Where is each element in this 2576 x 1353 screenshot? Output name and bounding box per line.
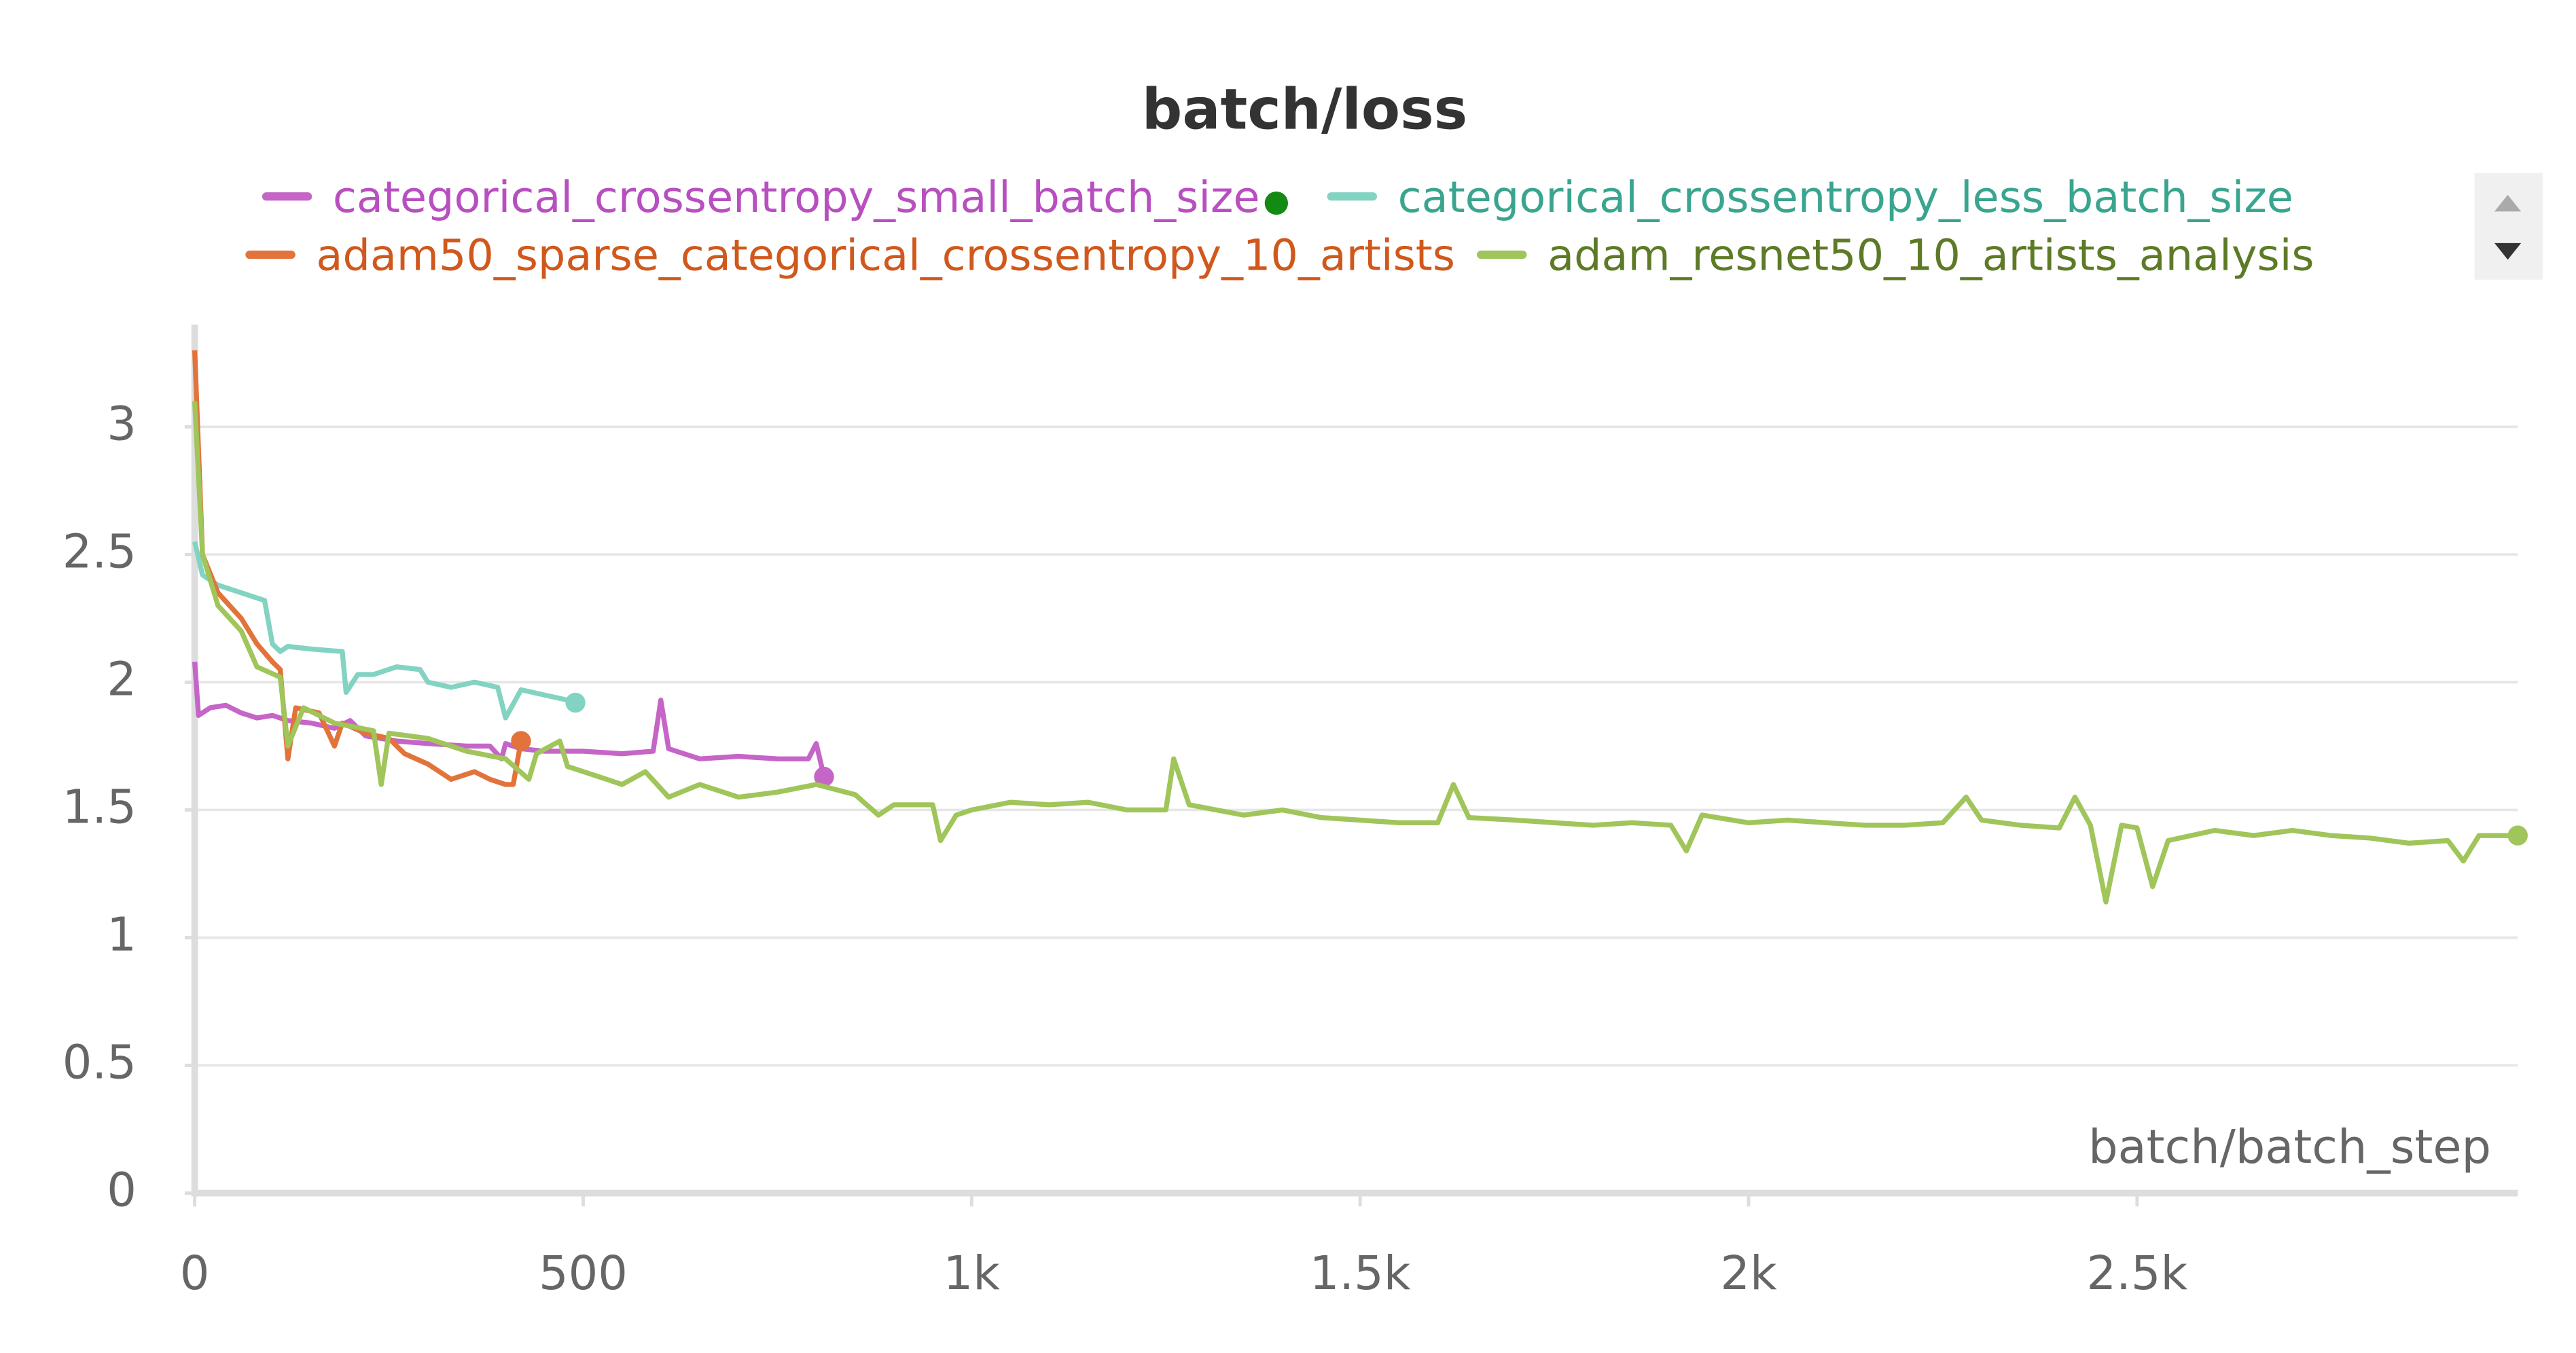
x-tick-label: 1.5k: [1310, 1246, 1411, 1301]
x-tick-label: 1k: [944, 1246, 1001, 1301]
series-line: [192, 350, 524, 787]
x-tick-label: 500: [539, 1246, 628, 1301]
series-line: [192, 541, 577, 721]
legend-label: adam50_sparse_categorical_crossentropy_1…: [316, 231, 1455, 281]
y-tick-label: 0: [107, 1163, 137, 1218]
y-tick-label: 3: [107, 397, 137, 451]
series-line: [192, 662, 827, 778]
series-end-dot: [565, 692, 586, 713]
x-axis-label: batch/batch_step: [2088, 1120, 2491, 1174]
y-tick-label: 1.5: [62, 780, 137, 835]
status-dot: [1264, 191, 1288, 215]
y-tick-label: 1: [107, 908, 137, 962]
series-end-dot: [2507, 825, 2528, 846]
y-tick-label: 0.5: [62, 1036, 137, 1090]
legend-label: categorical_crossentropy_small_batch_siz…: [333, 173, 1260, 223]
scroll-down[interactable]: [2494, 242, 2522, 260]
legend-scroll[interactable]: [2474, 173, 2543, 280]
scroll-up[interactable]: [2494, 194, 2522, 212]
legend-label: categorical_crossentropy_less_batch_size: [1398, 173, 2293, 223]
x-tick-label: 2k: [1720, 1246, 1777, 1301]
chart-title: batch/loss: [1142, 77, 1468, 143]
y-tick-label: 2.5: [62, 524, 137, 579]
series-end-dot: [814, 766, 834, 787]
x-tick-label: 0: [180, 1246, 210, 1301]
legend-label: adam_resnet50_10_artists_analysis: [1548, 231, 2314, 281]
series-end-dot: [511, 731, 531, 751]
y-tick-label: 2: [107, 652, 137, 706]
x-tick-label: 2.5k: [2086, 1246, 2187, 1301]
series-line: [192, 401, 2518, 905]
